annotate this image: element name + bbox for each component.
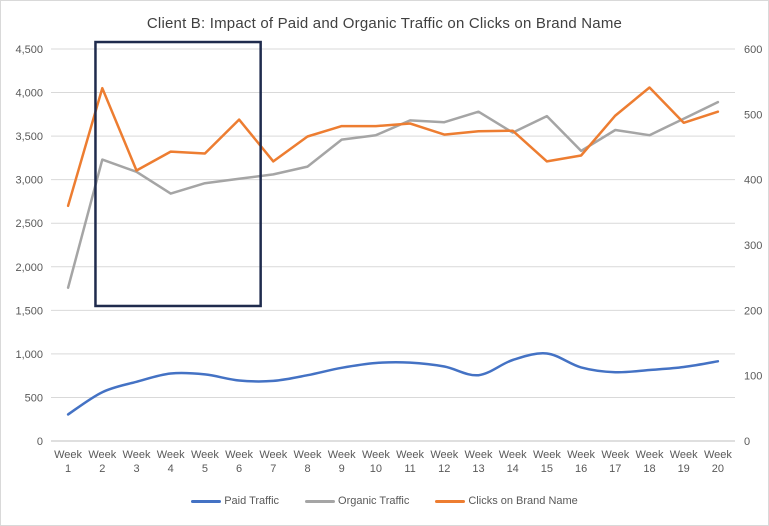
- left-axis-label: 3,500: [15, 131, 43, 143]
- right-axis-label: 200: [744, 305, 762, 317]
- right-axis-label: 300: [744, 240, 762, 252]
- x-axis-label: Week 5: [191, 449, 219, 475]
- x-axis-label: Week 16: [567, 449, 595, 475]
- x-axis-label: Week 13: [465, 449, 493, 475]
- legend-label: Clicks on Brand Name: [468, 495, 578, 507]
- annotation-rectangle[interactable]: [94, 40, 262, 308]
- right-axis-label: 0: [744, 436, 750, 448]
- chart-title: Client B: Impact of Paid and Organic Tra…: [146, 15, 623, 32]
- x-axis-label: Week 9: [328, 449, 356, 475]
- x-axis-label: Week 11: [396, 449, 424, 475]
- left-axis-label: 3,000: [15, 175, 43, 187]
- left-axis-label: 4,000: [15, 88, 43, 100]
- x-axis-label: Week 4: [157, 449, 185, 475]
- left-axis-label: 500: [25, 392, 43, 404]
- legend-swatch-paid-traffic: [191, 499, 222, 503]
- x-axis-label: Week 17: [601, 449, 629, 475]
- legend-item-paid-traffic[interactable]: Paid Traffic: [191, 495, 279, 507]
- right-axis-label: 600: [744, 44, 762, 56]
- x-axis-label: Week 15: [533, 449, 561, 475]
- right-axis-label: 500: [744, 109, 762, 121]
- x-axis-label: Week 7: [259, 449, 287, 475]
- x-axis-label: Week 14: [499, 449, 527, 475]
- series-line-clicks-on-brand-name[interactable]: [66, 86, 720, 208]
- left-axis-label: 2,000: [15, 262, 43, 274]
- left-axis-label: 0: [37, 436, 43, 448]
- legend-swatch-organic-traffic: [305, 499, 336, 503]
- x-axis-label: Week 3: [123, 449, 151, 475]
- legend-label: Paid Traffic: [224, 495, 280, 507]
- legend-item-organic-traffic[interactable]: Organic Traffic: [305, 495, 409, 507]
- x-axis-label: Week 2: [88, 449, 116, 475]
- left-axis-label: 4,500: [15, 44, 43, 56]
- x-axis-label: Week 1: [54, 449, 82, 475]
- left-axis-label: 1,000: [15, 349, 43, 361]
- series-line-paid-traffic[interactable]: [66, 352, 720, 416]
- x-axis-label: Week 20: [704, 449, 732, 475]
- x-axis-label: Week 6: [225, 449, 253, 475]
- left-axis-label: 1,500: [15, 305, 43, 317]
- legend-item-clicks-on-brand-name[interactable]: Clicks on Brand Name: [435, 495, 578, 507]
- right-axis-label: 100: [744, 371, 762, 383]
- x-axis-label: Week 8: [294, 449, 322, 475]
- series-line-organic-traffic[interactable]: [66, 100, 720, 289]
- x-axis-label: Week 12: [430, 449, 458, 475]
- x-axis-label: Week 10: [362, 449, 390, 475]
- x-axis-label: Week 18: [636, 449, 664, 475]
- left-axis-label: 2,500: [15, 218, 43, 230]
- legend-label: Organic Traffic: [338, 495, 410, 507]
- legend: Paid Traffic Organic Traffic Clicks on Bra…: [1, 495, 768, 507]
- x-axis-label: Week 19: [670, 449, 698, 475]
- legend-swatch-clicks-on-brand-name: [435, 499, 466, 503]
- right-axis-label: 400: [744, 175, 762, 187]
